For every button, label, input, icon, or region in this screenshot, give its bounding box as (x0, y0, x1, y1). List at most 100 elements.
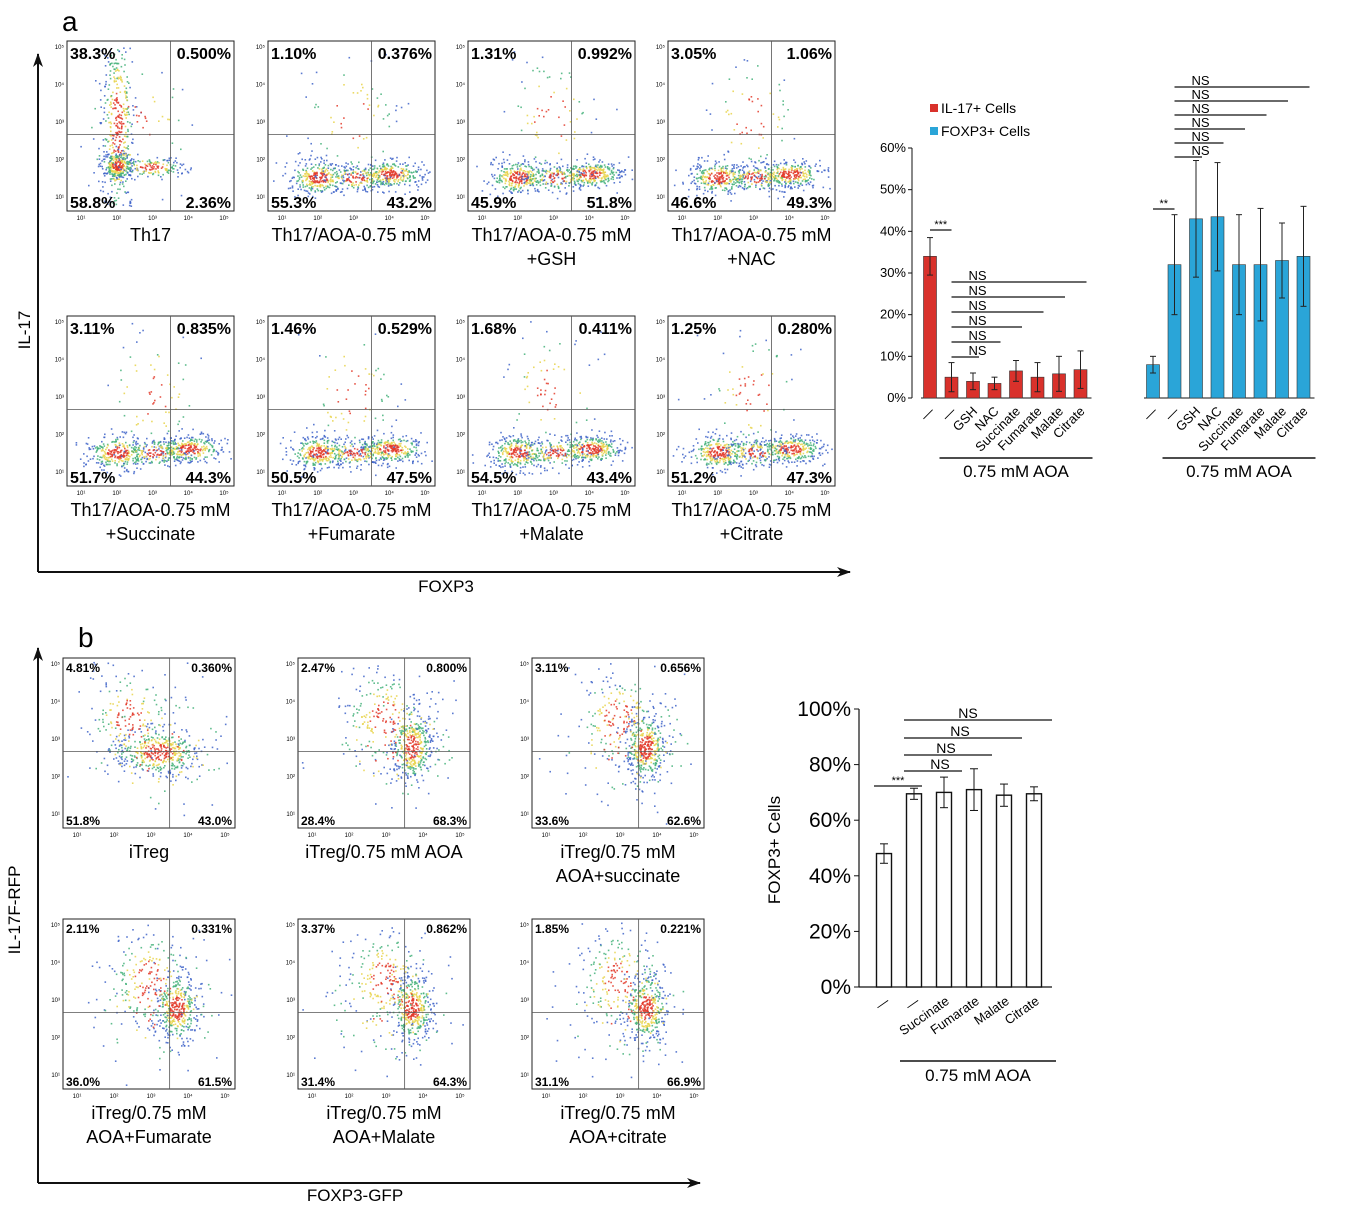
flow-event-dot (119, 459, 121, 461)
flow-event-dot (719, 176, 721, 178)
flow-event-dot (197, 443, 199, 445)
flow-event-dot (382, 463, 384, 465)
flow-event-dot (125, 153, 127, 155)
flow-event-dot (145, 461, 147, 463)
flow-event-dot (523, 163, 525, 165)
flow-event-dot (517, 191, 519, 193)
flow-event-dot (401, 450, 403, 452)
flow-event-dot (313, 424, 315, 426)
flow-event-dot (185, 443, 187, 445)
flow-event-dot (151, 462, 153, 464)
flow-event-dot (386, 183, 388, 185)
flow-event-dot (349, 461, 351, 463)
flow-event-dot (400, 172, 402, 174)
flow-event-dot (513, 174, 515, 176)
flow-event-dot (411, 438, 413, 440)
flow-event-dot (354, 437, 356, 439)
flow-event-dot (123, 108, 125, 110)
flow-event-dot (546, 111, 548, 113)
flow-event-dot (778, 175, 780, 177)
flow-event-dot (576, 179, 578, 181)
flow-event-dot (583, 168, 585, 170)
flow-event-dot (134, 446, 136, 448)
flow-event-dot (350, 442, 352, 444)
flow-event-dot (716, 175, 718, 177)
flow-event-dot (714, 182, 716, 184)
flow-event-dot (106, 459, 108, 461)
flow-event-dot (715, 164, 717, 166)
flow-event-dot (349, 167, 351, 169)
flow-event-dot (134, 179, 136, 181)
flow-event-dot (330, 184, 332, 186)
flow-event-dot (515, 164, 517, 166)
flow-event-dot (586, 162, 588, 164)
flow-event-dot (130, 159, 132, 161)
x-tick-label: 10⁴ (184, 490, 194, 497)
flow-event-dot (118, 146, 120, 148)
flow-event-dot (366, 461, 368, 463)
flow-event-dot (378, 452, 380, 454)
flow-event-dot (125, 433, 127, 435)
flow-event-dot (568, 185, 570, 187)
flow-event-dot (140, 468, 142, 470)
flow-event-dot (110, 103, 112, 105)
flow-event-dot (607, 175, 609, 177)
flow-event-dot (375, 183, 377, 185)
flow-event-dot (584, 170, 586, 172)
flow-event-dot (154, 449, 156, 451)
flow-event-dot (363, 179, 365, 181)
flow-event-dot (425, 455, 427, 457)
flow-event-dot (286, 451, 288, 453)
flow-event-dot (148, 163, 150, 165)
flow-event-dot (393, 183, 395, 185)
flow-event-dot (566, 139, 568, 141)
flow-event-dot (318, 165, 320, 167)
flow-event-dot (102, 463, 104, 465)
flow-event-dot (733, 184, 735, 186)
flow-event-dot (153, 378, 155, 380)
flow-event-dot (205, 461, 207, 463)
flow-event-dot (131, 199, 133, 201)
flow-event-dot (380, 93, 382, 95)
flow-event-dot (119, 436, 121, 438)
flow-event-dot (303, 186, 305, 188)
flow-event-dot (103, 437, 105, 439)
flow-event-dot (332, 449, 334, 451)
flow-event-dot (377, 97, 379, 99)
flow-event-dot (190, 462, 192, 464)
flow-event-dot (103, 443, 105, 445)
flow-event-dot (276, 162, 278, 164)
flow-event-dot (530, 183, 532, 185)
flow-event-dot (122, 158, 124, 160)
flow-event-dot (360, 455, 362, 457)
flow-event-dot (172, 142, 174, 144)
flow-event-dot (416, 441, 418, 443)
flow-event-dot (105, 449, 107, 451)
flow-event-dot (120, 168, 122, 170)
flow-event-dot (116, 87, 118, 89)
flow-event-dot (590, 166, 592, 168)
flow-event-dot (406, 170, 408, 172)
flow-event-dot (548, 189, 550, 191)
flow-event-dot (327, 450, 329, 452)
flow-event-dot (316, 448, 318, 450)
flow-event-dot (560, 78, 562, 80)
flow-event-dot (349, 466, 351, 468)
flow-event-dot (707, 191, 709, 193)
flow-event-dot (340, 182, 342, 184)
flow-event-dot (385, 457, 387, 459)
flow-event-dot (499, 176, 501, 178)
flow-event-dot (351, 184, 353, 186)
flow-event-dot (168, 459, 170, 461)
flow-event-dot (135, 365, 137, 367)
flow-event-dot (704, 170, 706, 172)
flow-event-dot (123, 177, 125, 179)
flow-event-dot (744, 59, 746, 61)
flow-event-dot (386, 163, 388, 165)
flow-event-dot (292, 187, 294, 189)
flow-event-dot (194, 457, 196, 459)
flow-event-dot (98, 462, 100, 464)
flow-event-dot (328, 425, 330, 427)
flow-event-dot (541, 180, 543, 182)
flow-event-dot (531, 175, 533, 177)
